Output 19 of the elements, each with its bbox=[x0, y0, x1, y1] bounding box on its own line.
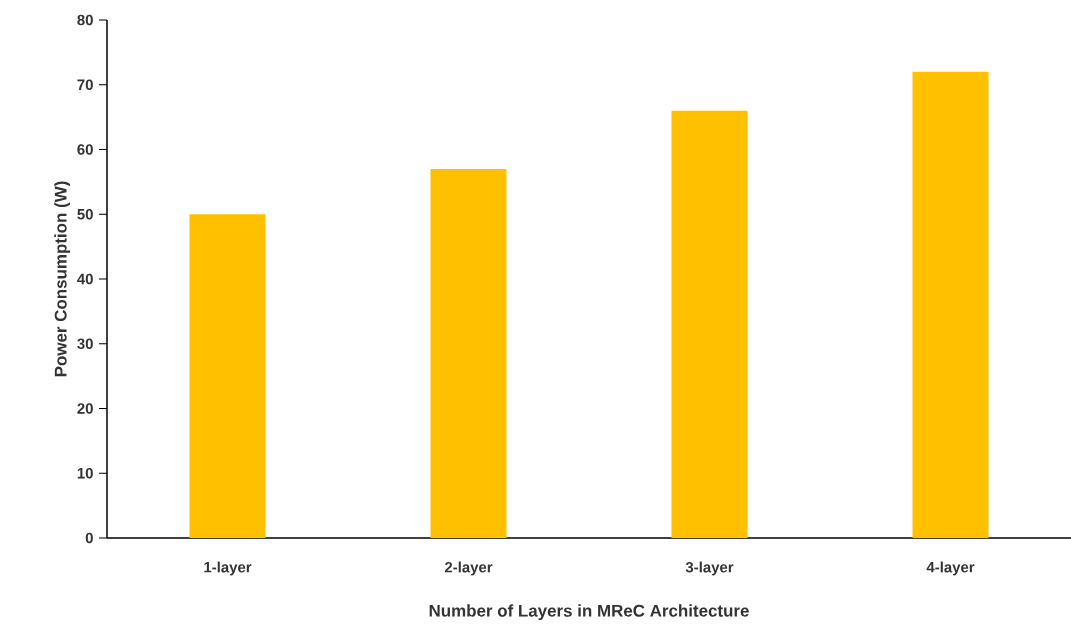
y-tick-label: 80 bbox=[77, 14, 93, 26]
y-tick-label: 50 bbox=[77, 208, 93, 220]
y-tick-label: 0 bbox=[85, 532, 93, 544]
y-tick-label: 40 bbox=[77, 273, 93, 285]
bar bbox=[912, 71, 989, 538]
bar bbox=[430, 168, 507, 538]
y-tick-label: 70 bbox=[77, 79, 93, 91]
y-tick-label: 20 bbox=[77, 403, 93, 414]
y-tick-label: 30 bbox=[77, 338, 93, 350]
bar bbox=[671, 110, 748, 538]
bar bbox=[189, 214, 266, 538]
x-tick-label: 4-layer bbox=[926, 561, 975, 576]
y-tick-label: 60 bbox=[77, 144, 93, 155]
x-tick-label: 1-layer bbox=[204, 561, 252, 576]
x-tick-label: 3-layer bbox=[685, 561, 734, 576]
x-tick-label: 2-layer bbox=[444, 561, 493, 576]
y-axis-title: Power Consumption (W) bbox=[54, 181, 71, 377]
x-axis-title: Number of Layers in MReC Architecture bbox=[429, 604, 749, 621]
y-tick-label: 10 bbox=[77, 467, 93, 479]
